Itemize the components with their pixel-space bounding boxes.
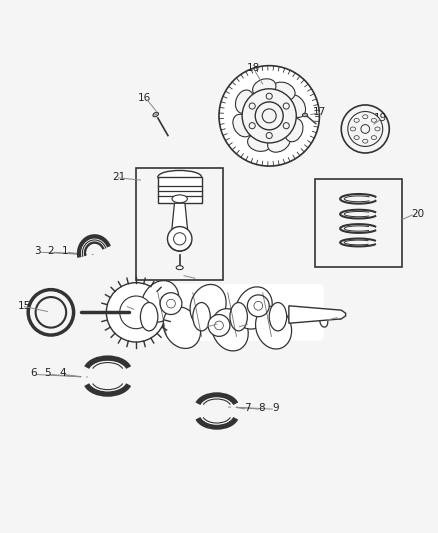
Text: 6: 6 [30,368,37,378]
Ellipse shape [371,118,377,122]
Text: 12: 12 [121,301,134,311]
Text: 17: 17 [313,107,326,117]
Ellipse shape [176,265,183,270]
Ellipse shape [190,285,226,327]
Circle shape [28,289,74,335]
FancyBboxPatch shape [136,168,223,280]
FancyBboxPatch shape [158,177,201,203]
Ellipse shape [212,309,248,351]
Text: 16: 16 [138,93,152,103]
Circle shape [262,109,276,123]
Ellipse shape [141,280,179,322]
Ellipse shape [375,127,380,131]
Circle shape [242,89,296,143]
Circle shape [120,296,152,329]
Ellipse shape [285,118,303,142]
FancyBboxPatch shape [119,284,324,341]
Ellipse shape [320,315,328,327]
Ellipse shape [371,135,377,140]
Ellipse shape [236,90,254,114]
Ellipse shape [193,303,210,331]
Text: 10: 10 [210,318,223,328]
Text: 14: 14 [330,312,343,322]
Text: 8: 8 [258,403,265,414]
Text: 5: 5 [45,368,51,378]
Ellipse shape [247,134,272,151]
Ellipse shape [255,306,292,349]
Circle shape [106,282,166,342]
Circle shape [254,302,263,310]
Ellipse shape [158,171,201,183]
Text: 18: 18 [247,63,261,73]
Ellipse shape [354,135,359,140]
Polygon shape [171,203,188,243]
FancyBboxPatch shape [315,179,403,266]
Ellipse shape [272,82,295,100]
Ellipse shape [269,303,287,331]
Text: 3: 3 [35,246,41,256]
Ellipse shape [253,79,276,97]
Text: 2: 2 [48,246,54,256]
Circle shape [255,102,283,130]
Circle shape [166,299,175,308]
Circle shape [247,295,269,317]
Text: 1: 1 [62,246,69,256]
Ellipse shape [286,95,306,117]
Text: 4: 4 [60,368,66,378]
Circle shape [219,66,319,166]
Circle shape [361,125,370,133]
Text: 20: 20 [411,209,424,219]
Circle shape [266,93,272,99]
Polygon shape [289,306,346,323]
Circle shape [35,297,66,328]
Text: 22: 22 [188,272,201,282]
Ellipse shape [354,118,359,122]
Text: 11: 11 [241,318,254,328]
Ellipse shape [233,114,252,137]
Ellipse shape [350,127,356,131]
Ellipse shape [153,112,159,117]
Ellipse shape [236,287,272,329]
Ellipse shape [172,195,187,203]
Text: 9: 9 [272,403,279,414]
Text: 21: 21 [112,172,125,182]
Circle shape [283,123,289,129]
Text: 15: 15 [18,301,32,311]
Circle shape [341,105,389,153]
Circle shape [167,227,192,251]
Circle shape [249,103,255,109]
Text: 7: 7 [244,403,251,414]
Circle shape [208,314,230,336]
Circle shape [348,111,383,147]
Ellipse shape [230,303,247,331]
Ellipse shape [363,139,368,143]
Circle shape [266,133,272,139]
Ellipse shape [363,115,368,119]
Ellipse shape [163,307,201,349]
Circle shape [249,123,255,129]
Circle shape [283,103,289,109]
Ellipse shape [268,133,290,152]
Circle shape [160,293,182,314]
Ellipse shape [302,113,307,117]
Circle shape [215,321,223,330]
Text: 19: 19 [374,113,387,123]
Ellipse shape [141,303,158,331]
Circle shape [173,233,186,245]
